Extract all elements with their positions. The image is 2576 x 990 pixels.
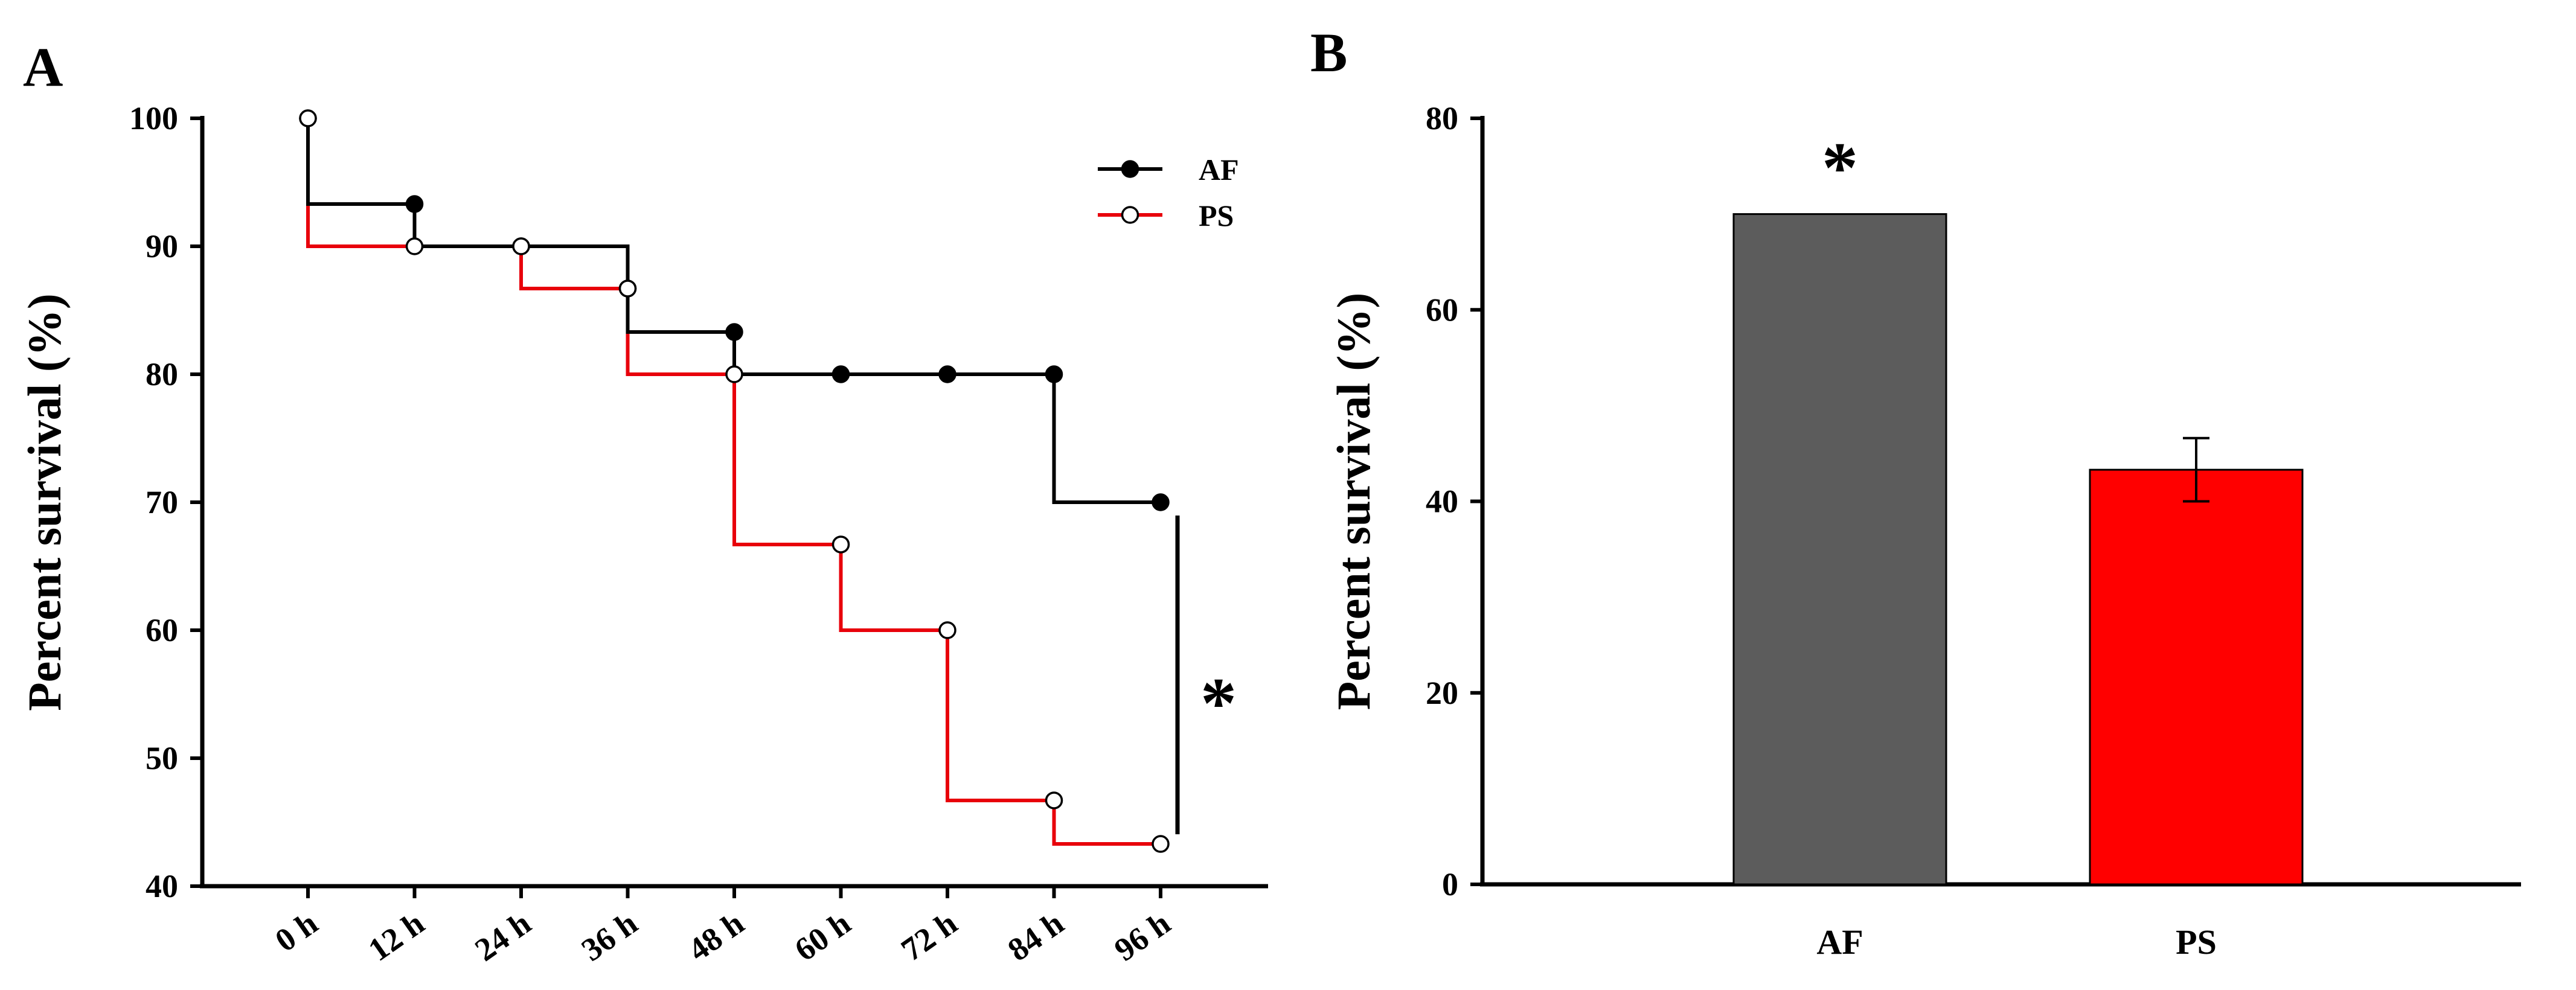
series-ps-point: [831, 535, 850, 554]
panel-b-significance-star: *: [1822, 127, 1858, 208]
panel-b-label: B: [1310, 22, 1347, 83]
panel-a-y-tick-label: 40: [146, 868, 178, 904]
legend-af-label: AF: [1199, 153, 1239, 187]
panel-a-x-tick-label: 48 h: [682, 905, 751, 968]
panel-b-y-tick-label: 20: [1426, 675, 1458, 711]
panel-b-x-label-ps: PS: [2176, 922, 2217, 962]
series-ps-point: [725, 365, 743, 383]
series-af-point: [725, 323, 743, 341]
series-ps-point: [1152, 835, 1170, 853]
panel-a-y-tick-label: 100: [129, 100, 178, 136]
series-af-point: [1152, 493, 1170, 511]
panel-a-y-tick-label: 60: [146, 612, 178, 648]
bar-ps: [2089, 468, 2304, 886]
panel-b-y-axis-title: Percent survival (%): [1327, 293, 1380, 711]
panel-a-x-tick-label: 12 h: [362, 905, 431, 968]
series-ps-point: [299, 109, 317, 127]
panel-a-y-tick-label: 80: [146, 356, 178, 392]
panel-a-x-tick-label: 60 h: [788, 905, 857, 968]
legend-af-marker: [1121, 160, 1139, 178]
panel-a-x-tick-label: 84 h: [1001, 905, 1070, 968]
panel-b-y-tick-label: 40: [1426, 484, 1458, 520]
panel-a-x-tick-label: 72 h: [895, 905, 964, 968]
series-ps-point: [512, 237, 530, 255]
panel-b-y-tick-label: 80: [1426, 100, 1458, 136]
series-ps-point: [405, 237, 424, 255]
bar-af: [1732, 213, 1947, 886]
legend-ps-marker: [1121, 206, 1139, 224]
series-ps-point: [618, 279, 637, 298]
legend-ps-label: PS: [1199, 199, 1234, 232]
series-ps-point: [938, 621, 956, 639]
panel-b-y-tick-label: 0: [1442, 866, 1458, 902]
series-af-line: [306, 118, 1161, 504]
panel-a-x-tick-label: 0 h: [269, 905, 324, 959]
panel-a-x-tick-label: 96 h: [1108, 905, 1177, 968]
series-af-point: [1045, 365, 1063, 383]
series-ps-point: [1045, 791, 1063, 810]
panel-a-y-tick-label: 90: [146, 228, 178, 264]
series-af-point: [405, 195, 424, 213]
panel-a-x-tick-label: 36 h: [575, 905, 644, 968]
panel-a-y-axis-title: Percent survival (%): [18, 293, 71, 711]
panel-a-y-tick-label: 50: [146, 740, 178, 776]
panel-a-y-tick-label: 70: [146, 484, 178, 520]
panel-b-y-tick-label: 60: [1426, 292, 1458, 328]
panel-a-significance-star: *: [1200, 663, 1237, 743]
series-af-point: [831, 365, 850, 383]
series-ps-line: [306, 118, 1161, 846]
panel-b-x-label-af: AF: [1816, 922, 1863, 962]
panel-a-x-tick-label: 24 h: [469, 905, 537, 968]
panel-a-label: A: [23, 36, 63, 98]
series-af-point: [938, 365, 956, 383]
